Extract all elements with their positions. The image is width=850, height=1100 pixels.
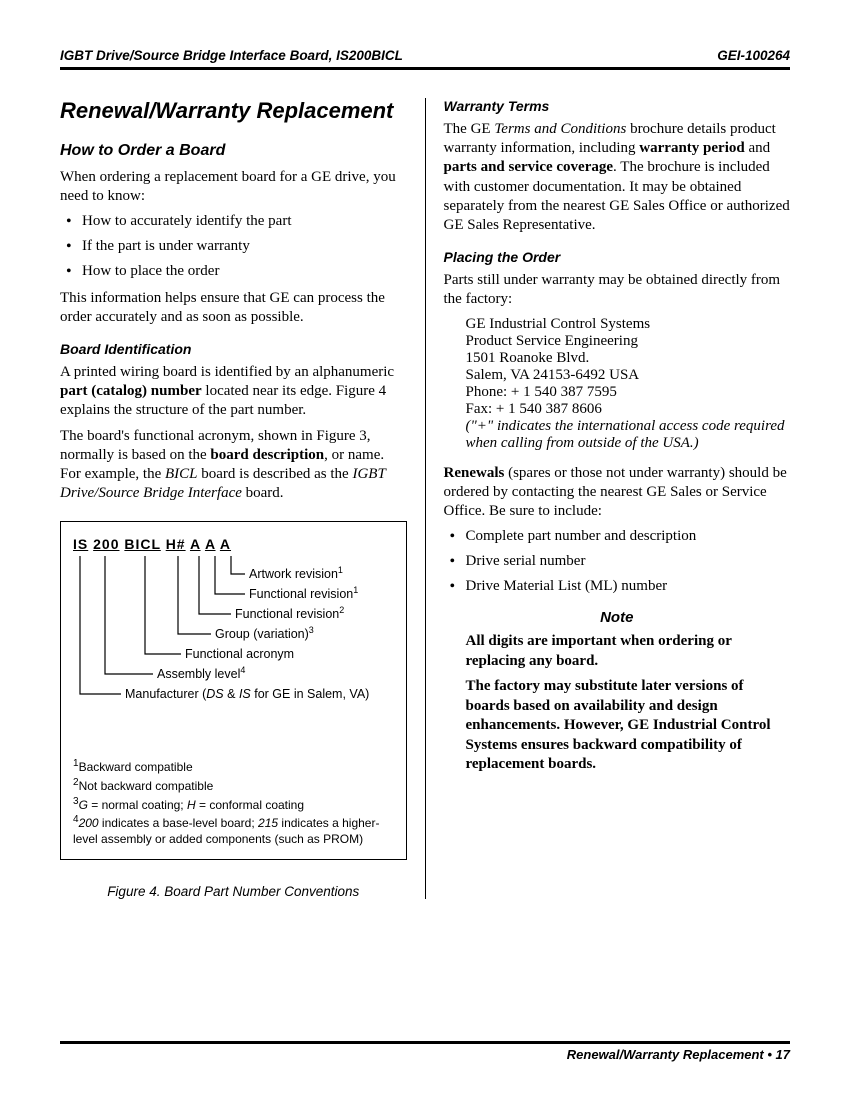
svg-text:Functional revision2: Functional revision2 bbox=[235, 605, 344, 621]
addr-note: ("+" indicates the international access … bbox=[466, 418, 791, 452]
addr-line: Product Service Engineering bbox=[466, 333, 791, 350]
svg-text:Manufacturer (DS & IS for GE i: Manufacturer (DS & IS for GE in Salem, V… bbox=[125, 687, 369, 701]
page-footer: Renewal/Warranty Replacement • 17 bbox=[60, 1041, 790, 1062]
heading-warranty-terms: Warranty Terms bbox=[444, 98, 791, 114]
list-item: How to accurately identify the part bbox=[60, 212, 407, 231]
board-id-p1: A printed wiring board is identified by … bbox=[60, 363, 407, 421]
svg-text:Group (variation)3: Group (variation)3 bbox=[215, 625, 314, 641]
figure-footnotes: 1Backward compatible 2Not backward compa… bbox=[73, 757, 394, 847]
svg-text:Functional acronym: Functional acronym bbox=[185, 647, 294, 661]
addr-line: GE Industrial Control Systems bbox=[466, 316, 791, 333]
heading-board-id: Board Identification bbox=[60, 341, 407, 357]
board-id-p2: The board's functional acronym, shown in… bbox=[60, 427, 407, 504]
header-right: GEI-100264 bbox=[717, 48, 790, 63]
factory-address: GE Industrial Control Systems Product Se… bbox=[466, 316, 791, 452]
footer-text: Renewal/Warranty Replacement • 17 bbox=[567, 1047, 790, 1062]
list-item: How to place the order bbox=[60, 262, 407, 281]
note-p2: The factory may substitute later version… bbox=[466, 677, 791, 775]
left-column: Renewal/Warranty Replacement How to Orde… bbox=[60, 98, 426, 899]
renewals-bullets: Complete part number and description Dri… bbox=[444, 527, 791, 595]
addr-line: 1501 Roanoke Blvd. bbox=[466, 350, 791, 367]
intro-paragraph: When ordering a replacement board for a … bbox=[60, 168, 407, 206]
heading-placing-order: Placing the Order bbox=[444, 249, 791, 265]
placing-order-paragraph: Parts still under warranty may be obtain… bbox=[444, 271, 791, 309]
heading-how-to-order: How to Order a Board bbox=[60, 142, 407, 160]
section-title: Renewal/Warranty Replacement bbox=[60, 98, 407, 124]
list-item: Drive serial number bbox=[444, 552, 791, 571]
list-item: If the part is under warranty bbox=[60, 237, 407, 256]
list-item: Complete part number and description bbox=[444, 527, 791, 546]
addr-line: Phone: + 1 540 387 7595 bbox=[466, 384, 791, 401]
list-item: Drive Material List (ML) number bbox=[444, 577, 791, 596]
content-columns: Renewal/Warranty Replacement How to Orde… bbox=[60, 98, 790, 899]
figure-4-caption: Figure 4. Board Part Number Conventions bbox=[60, 884, 407, 899]
part-number-diagram: Artwork revision1 Functional revision1 F… bbox=[73, 556, 394, 749]
svg-text:Assembly level4: Assembly level4 bbox=[157, 665, 245, 681]
renewals-paragraph: Renewals (spares or those not under warr… bbox=[444, 464, 791, 522]
svg-text:Functional revision1: Functional revision1 bbox=[249, 585, 358, 601]
addr-line: Salem, VA 24153-6492 USA bbox=[466, 367, 791, 384]
note-p1: All digits are important when ordering o… bbox=[466, 632, 791, 671]
page-header: IGBT Drive/Source Bridge Interface Board… bbox=[60, 48, 790, 70]
note-heading: Note bbox=[444, 609, 791, 626]
right-column: Warranty Terms The GE Terms and Conditio… bbox=[426, 98, 791, 899]
figure-4-box: IS 200 BICL H# A A A bbox=[60, 521, 407, 860]
order-bullets: How to accurately identify the part If t… bbox=[60, 212, 407, 280]
warranty-terms-paragraph: The GE Terms and Conditions brochure det… bbox=[444, 120, 791, 235]
part-number-string: IS 200 BICL H# A A A bbox=[73, 536, 394, 552]
addr-line: Fax: + 1 540 387 8606 bbox=[466, 401, 791, 418]
after-paragraph: This information helps ensure that GE ca… bbox=[60, 289, 407, 327]
header-left: IGBT Drive/Source Bridge Interface Board… bbox=[60, 48, 403, 63]
svg-text:Artwork revision1: Artwork revision1 bbox=[249, 565, 343, 581]
